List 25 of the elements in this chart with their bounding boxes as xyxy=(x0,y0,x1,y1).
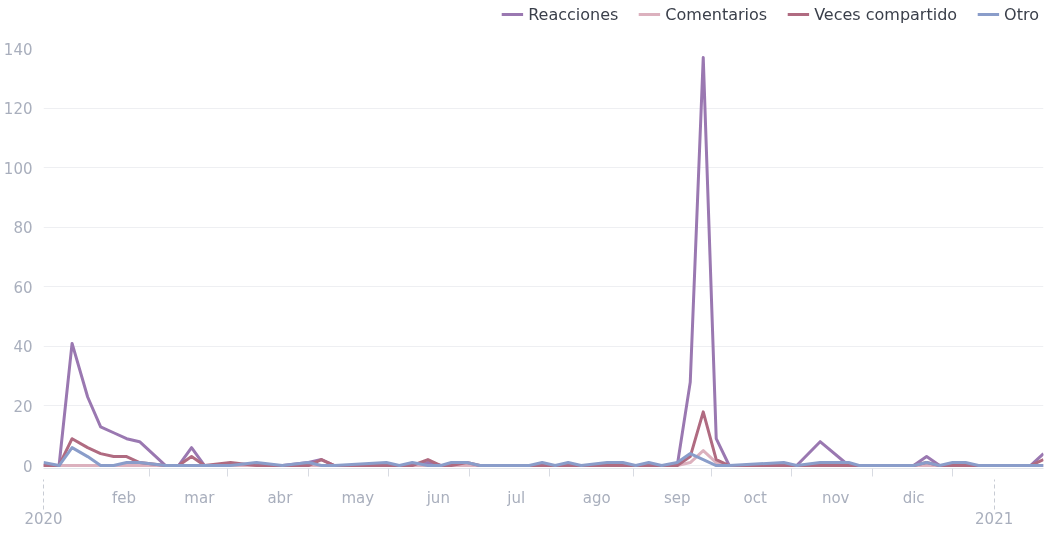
x-tick-label: abr xyxy=(267,488,294,507)
x2-tick-label: 2020 xyxy=(24,509,63,528)
y-tick-label: 40 xyxy=(13,338,33,357)
x-tick-label: sep xyxy=(663,488,691,507)
legend-label: Otro xyxy=(1004,4,1039,24)
x-tick-label: jul xyxy=(506,488,526,507)
x-tick-label: mar xyxy=(184,488,216,507)
y-tick-label: 140 xyxy=(3,40,33,59)
y-tick-label: 60 xyxy=(13,278,33,297)
y-tick-label: 0 xyxy=(22,457,33,476)
y-tick-label: 120 xyxy=(3,100,33,119)
y-tick-label: 100 xyxy=(3,159,33,178)
x-tick-label: jun xyxy=(425,488,450,507)
x2-tick-label: 2021 xyxy=(975,509,1014,528)
x-tick-label: may xyxy=(341,488,375,507)
x-tick-label: feb xyxy=(112,488,137,507)
x-tick-label: dic xyxy=(902,488,925,507)
legend-label: Reacciones xyxy=(528,4,619,24)
x-tick-label: ago xyxy=(582,488,611,507)
y-tick-label: 20 xyxy=(13,397,33,416)
legend-label: Veces compartido xyxy=(814,4,958,24)
legend-label: Comentarios xyxy=(665,4,768,24)
y-tick-label: 80 xyxy=(13,219,33,238)
x-tick-label: oct xyxy=(743,488,767,507)
x-tick-label: nov xyxy=(821,488,850,507)
